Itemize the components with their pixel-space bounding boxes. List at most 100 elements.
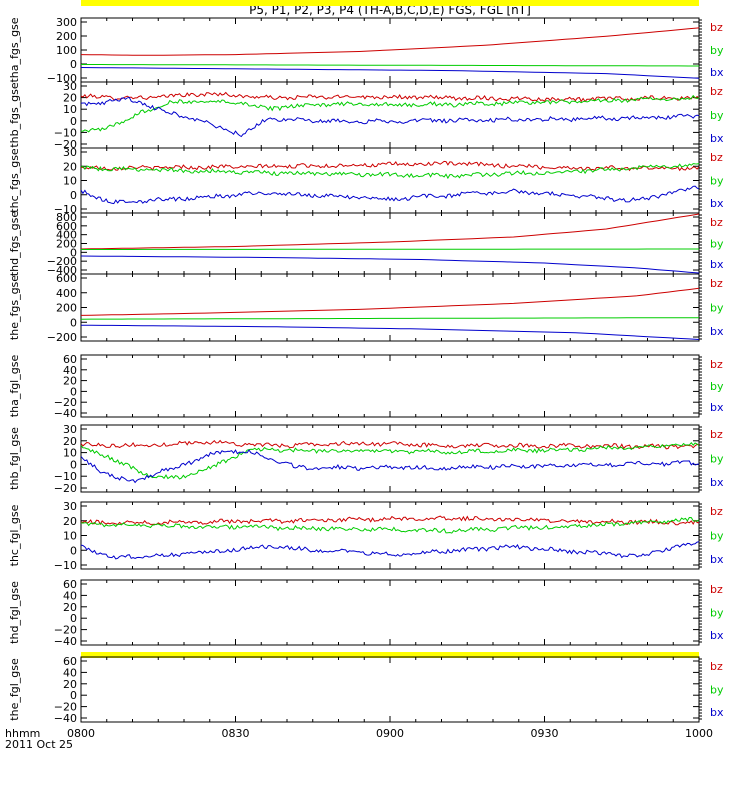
y-tick-label: 20 [63,92,77,105]
legend-bx: bx [710,325,724,338]
y-tick-label: 30 [63,500,77,513]
y-tick-label: −10 [54,559,77,572]
y-tick-label: 10 [63,103,77,116]
legend-bx: bx [710,629,724,642]
chart-title: P5, P1, P2, P3, P4 (TH-A,B,C,D,E) FGS, F… [249,3,531,17]
series-by [81,442,699,480]
series-bz [81,439,699,450]
legend-by: by [710,380,724,393]
series-bx [81,324,699,340]
y-tick-label: 0 [70,544,77,557]
series-by [81,317,699,320]
y-tick-label: 40 [63,589,77,602]
series-by [81,516,699,534]
y-tick-label: −10 [54,470,77,483]
y-tick-label: 60 [63,353,77,366]
y-tick-label: 200 [56,30,77,43]
y-tick-label: −20 [54,138,77,151]
y-axis-label: tha_fgs_gse [8,17,21,82]
time-label: hhmm [5,727,40,740]
legend-by: by [710,607,724,620]
y-tick-label: 30 [63,146,77,159]
legend-by: by [710,302,724,315]
y-tick-label: 0 [70,458,77,471]
y-tick-label: −100 [47,72,77,85]
y-tick-label: −40 [54,407,77,420]
series-bz [81,91,699,103]
series-by [81,163,699,180]
y-tick-label: 200 [56,238,77,251]
series-bx [81,541,699,560]
legend-by: by [710,44,724,57]
legend-bx: bx [710,401,724,414]
legend-by: by [710,684,724,697]
series-bz [81,213,699,250]
y-axis-label: thb_fgs_gse [8,82,21,148]
y-tick-label: −20 [54,701,77,714]
series-bz [81,27,699,56]
legend-bz: bz [710,85,723,98]
y-tick-label: −200 [47,255,77,268]
y-tick-label: 30 [63,423,77,436]
legend-bx: bx [710,197,724,210]
legend-by: by [710,238,724,251]
series-bz [81,160,699,172]
y-tick-label: 10 [63,530,77,543]
legend-bz: bz [710,216,723,229]
x-tick-label: 1000 [685,727,713,740]
legend-bx: bx [710,476,724,489]
series-bz [81,515,699,526]
series-bx [81,185,699,205]
y-tick-label: 300 [56,16,77,29]
y-tick-label: 100 [56,44,77,57]
y-tick-label: 60 [63,578,77,591]
y-tick-label: 0 [70,58,77,71]
y-axis-label: thd_fgs_gse [8,211,21,277]
y-tick-label: 10 [63,175,77,188]
legend-bz: bz [710,151,723,164]
y-tick-label: −10 [54,126,77,139]
legend-bz: bz [710,428,723,441]
x-tick-label: 0900 [376,727,404,740]
y-tick-label: 600 [56,220,77,233]
y-axis-label: the_fgl_gse [8,658,21,721]
y-tick-label: 400 [56,229,77,242]
y-tick-label: −400 [47,264,77,277]
flag-bar-yellow [81,652,699,658]
y-tick-label: 0 [70,689,77,702]
y-tick-label: 0 [70,189,77,202]
y-tick-label: 0 [70,612,77,625]
y-tick-label: −10 [54,203,77,216]
legend-bz: bz [710,358,723,371]
series-bz [81,287,699,316]
y-tick-label: 200 [56,302,77,315]
legend-bx: bx [710,66,724,79]
legend-bz: bz [710,660,723,673]
y-axis-label: thc_fgs_gse [8,148,21,213]
y-tick-label: −40 [54,712,77,725]
series-bx [81,67,699,79]
y-axis-label: thd_fgl_gse [8,581,21,644]
flag-bar-yellow [81,0,699,6]
y-tick-label: 10 [63,447,77,460]
y-tick-label: 20 [63,515,77,528]
series-bx [81,449,699,484]
legend-bz: bz [710,583,723,596]
series-bx [81,255,699,274]
series-by [81,94,699,133]
legend-by: by [710,109,724,122]
legend-bz: bz [710,505,723,518]
legend-bx: bx [710,132,724,145]
y-axis-label: thb_fgl_gse [8,427,21,490]
legend-bz: bz [710,21,723,34]
y-tick-label: 20 [63,435,77,448]
y-tick-label: −20 [54,624,77,637]
y-tick-label: −40 [54,635,77,648]
